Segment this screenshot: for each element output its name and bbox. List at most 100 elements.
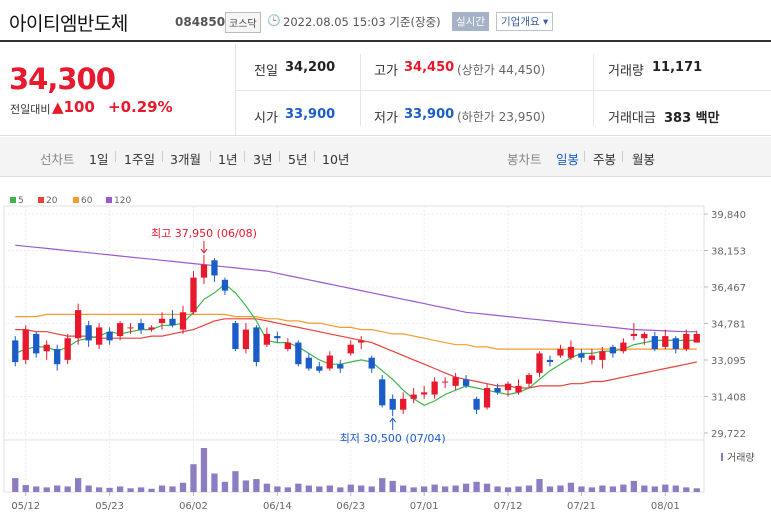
candle-body [75, 310, 82, 339]
period-3m[interactable]: 3개월 [170, 152, 201, 167]
candle-body [253, 327, 260, 363]
volume-bar [106, 487, 113, 492]
candle-daily[interactable]: 일봉 [556, 152, 580, 167]
candle-body [179, 312, 187, 330]
current-price: 34,300 [9, 62, 116, 96]
volume-bar [683, 487, 690, 492]
volume-legend-swatch [721, 453, 723, 461]
candle-body [158, 318, 166, 324]
candle-body [326, 355, 333, 369]
legend-ma60-label: 60 [81, 196, 93, 206]
volume-bar [316, 486, 323, 492]
volume-bar [75, 478, 82, 492]
candle-body [106, 331, 113, 341]
candle-body [641, 333, 648, 339]
candle-body [284, 342, 291, 350]
candle-body [431, 381, 438, 395]
period-3y[interactable]: 3년 [253, 152, 273, 167]
volume-bar [116, 486, 124, 492]
volume-bar [337, 487, 344, 492]
candle-body [64, 338, 71, 360]
candle-body [662, 336, 669, 347]
volume-bar [672, 485, 679, 492]
candle-body [525, 375, 533, 384]
candle-monthly[interactable]: 월봉 [632, 152, 656, 167]
candle-body [169, 318, 176, 326]
period-1w[interactable]: 1주일 [124, 152, 155, 167]
volume-bar [190, 464, 197, 492]
volume-bar [441, 486, 449, 492]
prev-close-label: 전일 [254, 64, 278, 79]
candle-body [462, 379, 470, 386]
candle-body [421, 392, 428, 395]
volume-bar [410, 487, 417, 492]
candle-body [368, 357, 375, 369]
candle-body [200, 264, 208, 278]
volume-bar [148, 488, 155, 492]
candle-body [316, 366, 323, 371]
volume-bar [473, 481, 480, 492]
open-label: 시가 [254, 111, 278, 126]
y-tick-label: 36,467 [711, 283, 746, 294]
volume-bar [169, 486, 176, 492]
volume-bar [630, 480, 637, 492]
candle-body [116, 323, 124, 337]
y-tick-label: 38,153 [711, 247, 746, 258]
volume-bar [274, 486, 281, 492]
company-overview-button[interactable]: 기업개요 ▾ [496, 12, 554, 31]
volume-bar [431, 484, 438, 492]
candle-body [274, 336, 281, 339]
candle-body [546, 359, 554, 363]
candle-body [95, 327, 103, 345]
candle-body [557, 349, 564, 356]
candle-body [43, 344, 50, 352]
x-tick-label: 06/23 [336, 501, 365, 512]
volume-bar [295, 483, 302, 492]
volume-bar [211, 473, 218, 492]
diff-value: ▲100 [52, 98, 95, 116]
volume-bar [567, 482, 575, 492]
volume-bar [588, 487, 596, 492]
candle-body [452, 377, 459, 386]
ma60-line [15, 313, 697, 350]
high-label: 고가 [374, 64, 398, 79]
current-price-box: 34,300 전일대비 ▲100 +0.29% [0, 44, 236, 136]
volume-bar [242, 480, 250, 492]
x-tick-label: 05/23 [95, 501, 124, 512]
volume-bar [326, 485, 333, 492]
period-5y[interactable]: 5년 [288, 152, 308, 167]
candle-body [651, 336, 658, 350]
volume-bar [253, 479, 260, 492]
period-1y[interactable]: 1년 [218, 152, 238, 167]
lower-limit: (하한가 23,950) [457, 110, 546, 124]
candle-weekly[interactable]: 주봉 [593, 152, 617, 167]
chevron-down-icon: ▾ [542, 16, 549, 28]
legend-ma60: 60 [73, 196, 92, 206]
volume-bar [662, 484, 669, 492]
candle-body [85, 325, 92, 341]
quote-datetime: 2022.08.05 15:03 기준(장중) [283, 15, 441, 29]
volume-bar [358, 485, 365, 492]
legend-ma20-label: 20 [46, 196, 58, 206]
x-tick-label: 08/01 [651, 501, 680, 512]
volume-bar [557, 485, 564, 492]
low-value: 33,900 [404, 107, 455, 122]
volume-bar [232, 471, 239, 492]
period-10y[interactable]: 10년 [322, 152, 350, 167]
candle-body [127, 327, 134, 329]
realtime-button[interactable]: 실시간 [452, 12, 489, 31]
candle-body [441, 381, 449, 383]
volume-bar [137, 487, 145, 492]
candle-body [358, 340, 365, 343]
candle-body [588, 355, 596, 360]
candle-body [693, 333, 700, 343]
volume-bar [347, 484, 354, 492]
stock-header: 아이티엠반도체 084850 코스닥 🕒 2022.08.05 15:03 기준… [0, 0, 771, 42]
volume-bar [525, 485, 533, 492]
volume-bar [379, 478, 386, 492]
y-tick-label: 39,840 [711, 210, 746, 221]
period-1d[interactable]: 1일 [89, 152, 109, 167]
candle-body [410, 394, 417, 399]
volume-bar [22, 485, 29, 492]
open-value: 33,900 [285, 107, 336, 122]
